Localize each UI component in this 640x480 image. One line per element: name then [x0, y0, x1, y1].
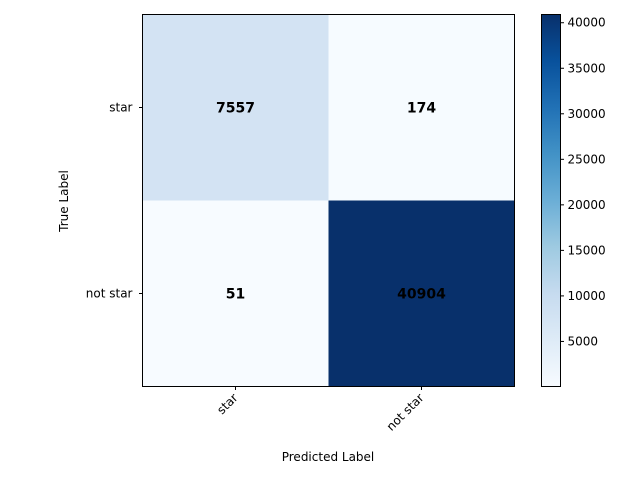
heatmap-cell: [328, 200, 515, 387]
y-axis-label: True Label: [57, 170, 71, 233]
colorbar-tick-label: 5000: [568, 334, 599, 348]
cell-value-label: 51: [226, 287, 245, 303]
colorbar-tick-label: 30000: [568, 107, 606, 121]
heatmap-cell: [142, 14, 329, 201]
cell-value-label: 174: [407, 101, 436, 117]
colorbar-tick-label: 25000: [568, 152, 606, 166]
colorbar: [541, 14, 561, 387]
colorbar-tick-label: 35000: [568, 61, 606, 75]
heatmap-cell: [142, 200, 329, 387]
x-tick-label: star: [214, 391, 240, 417]
y-tick-label: star: [109, 101, 132, 115]
heatmap-cells: [142, 14, 515, 387]
colorbar-ticks: 5000 10000 15000 20000 25000 30000 35000 40000: [560, 16, 606, 348]
colorbar-tick-label: 15000: [568, 243, 606, 257]
colorbar-tick-label: 40000: [568, 16, 606, 30]
y-tick-label: not star: [86, 287, 133, 301]
colorbar-tick-label: 20000: [568, 198, 606, 212]
heatmap-cell-labels: 7557 174 51 40904: [216, 101, 446, 303]
plot-frame: [142, 14, 515, 387]
x-tick-label: not star: [384, 391, 427, 434]
cell-value-label: 7557: [216, 101, 255, 117]
heatmap-cell: [328, 14, 515, 201]
cell-value-label: 40904: [397, 287, 446, 303]
x-axis-label: Predicted Label: [282, 450, 375, 464]
colorbar-tick-label: 10000: [568, 289, 606, 303]
